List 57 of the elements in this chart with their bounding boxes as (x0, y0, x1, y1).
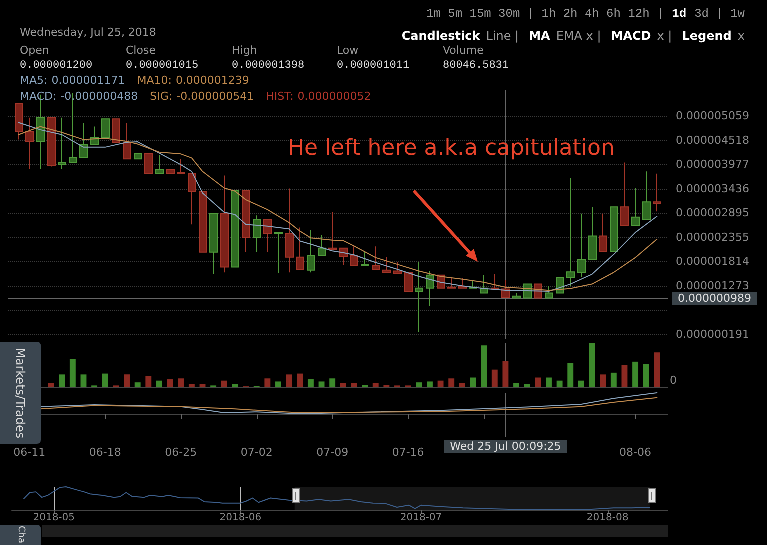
text: Wednesday, Jul 25, 2018 (20, 26, 156, 39)
text: x (738, 29, 745, 44)
text: 0.000001200 (20, 60, 93, 72)
y-tick-label: 0.000004518 (676, 134, 750, 147)
text: Open (20, 44, 50, 57)
ref-line-label: 0.000000989 (678, 292, 752, 306)
text: High (232, 44, 258, 57)
text: 0.000001015 (126, 60, 199, 72)
y-tick-label: 0.000000191 (676, 328, 750, 341)
text: Legend (682, 29, 732, 44)
annotation: Markets/Trades (13, 348, 28, 438)
x-tick-label: 2018-05 (33, 512, 76, 524)
text: 0.000001171 (52, 74, 126, 88)
text: Low (337, 44, 359, 57)
text: 80046.5831 (443, 60, 510, 72)
text: EMA x | (556, 29, 602, 44)
y-tick-label: 0.000001814 (676, 255, 750, 268)
x-tick-label: 07-16 (392, 446, 424, 459)
text: 0.000001398 (232, 60, 305, 72)
text: x | (657, 29, 672, 44)
text: Candlestick (402, 29, 480, 44)
x-tick-label: 07-02 (240, 446, 273, 459)
text: 0 (670, 374, 677, 387)
y-tick-label: 0.000002895 (676, 206, 750, 220)
text: 1d (672, 7, 687, 22)
annotation: -0.000000541 (176, 90, 254, 104)
x-tick-label: 08-06 (620, 446, 652, 459)
text: 1m 5m 15m 30m | 1h 2h 4h 6h 12h | (426, 7, 664, 22)
x-tick-label: 07-09 (316, 446, 349, 459)
annotation: He left here a.k.a capitulation (288, 136, 615, 161)
x-tick-label: 2018-08 (586, 512, 629, 524)
x-tick-label: 06-11 (14, 446, 46, 459)
y-tick-label: 0.000005059 (676, 110, 750, 123)
text: 3d | 1w (694, 7, 745, 22)
annotation: 0.000000052 (298, 90, 372, 104)
text: MA10: (137, 74, 172, 88)
text: MA (529, 29, 550, 44)
text: MACD (611, 29, 652, 44)
ref-line-label: Wed 25 Jul 00:09:25 (450, 440, 562, 453)
y-tick-label: 0.000003436 (676, 182, 750, 196)
y-tick-label: 0.000002355 (676, 230, 750, 244)
text: Close (126, 44, 156, 57)
text: Volume (443, 44, 484, 57)
annotation: MACD: (20, 90, 57, 104)
text: MA5: (20, 74, 48, 88)
annotation: SIG: (150, 90, 173, 104)
y-tick-label: 0.000003977 (676, 158, 750, 172)
text: Cha (15, 526, 26, 545)
y-tick-label: 0.000001273 (676, 279, 750, 292)
text: Line | (486, 29, 520, 44)
x-tick-label: 06-18 (89, 446, 122, 459)
text: 0.000001239 (176, 74, 250, 88)
x-tick-label: 2018-07 (400, 512, 442, 524)
x-tick-label: 06-25 (165, 446, 198, 459)
x-tick-label: 2018-06 (220, 512, 262, 524)
text: 0.000001011 (337, 60, 410, 72)
annotation: HIST: (266, 90, 294, 104)
